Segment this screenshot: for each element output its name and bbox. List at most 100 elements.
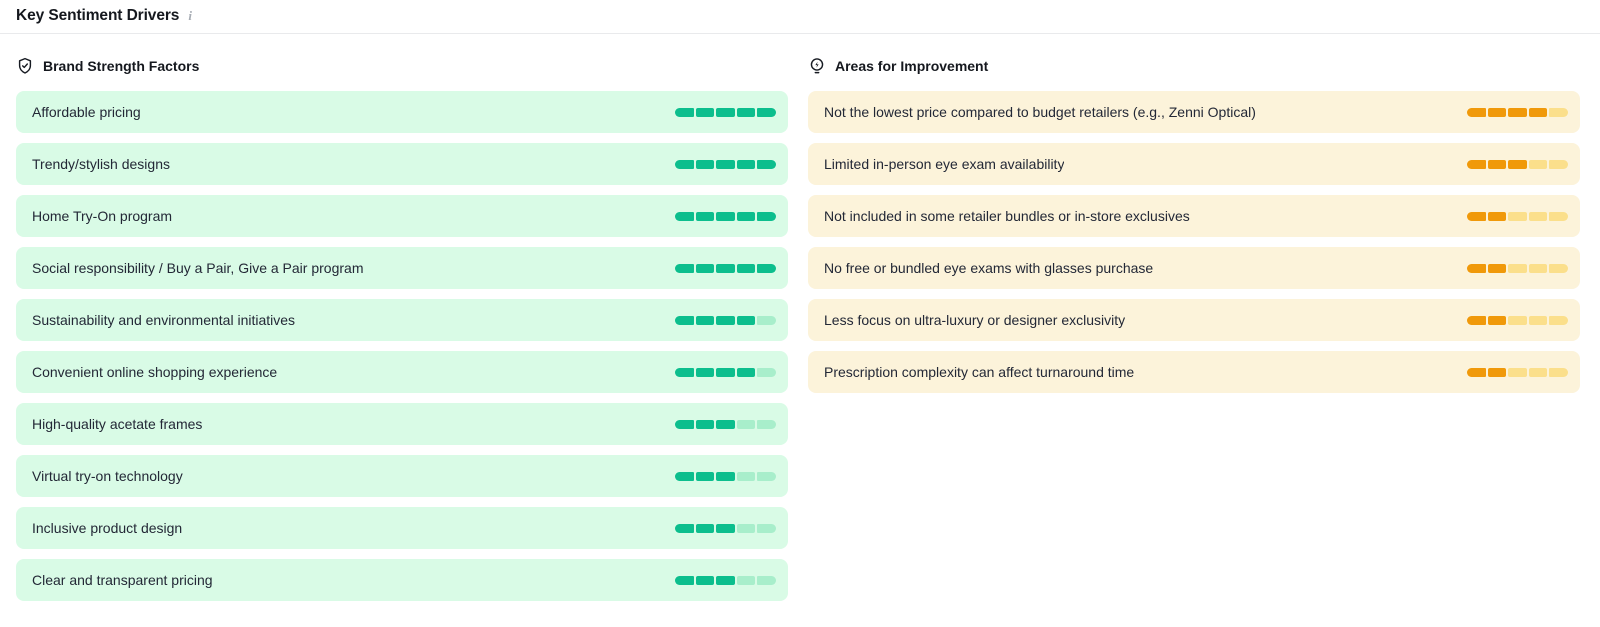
score-segment: [716, 159, 735, 169]
score-segment: [736, 419, 756, 429]
list-item: Inclusive product design: [16, 507, 788, 549]
score-segment: [757, 315, 776, 325]
item-label: Convenient online shopping experience: [32, 364, 278, 380]
score-segment: [695, 367, 715, 377]
score-segment: [736, 211, 756, 221]
score-segment: [736, 159, 756, 169]
score-segment: [675, 159, 694, 169]
brand-strength-column: Brand Strength Factors Affordable pricin…: [16, 56, 788, 611]
item-label: Home Try-On program: [32, 208, 173, 224]
score-bar: [675, 107, 776, 117]
item-label: Virtual try-on technology: [32, 468, 183, 484]
score-segment: [716, 263, 735, 273]
score-segment: [757, 211, 776, 221]
item-list: Not the lowest price compared to budget …: [808, 91, 1580, 393]
list-item: Affordable pricing: [16, 91, 788, 133]
score-segment: [695, 575, 715, 585]
shield-check-icon: [16, 57, 34, 75]
brand-strength-title: Brand Strength Factors: [43, 58, 200, 74]
score-segment: [716, 419, 735, 429]
list-item: Convenient online shopping experience: [16, 351, 788, 393]
score-segment: [1528, 211, 1548, 221]
score-segment: [1467, 211, 1486, 221]
score-segment: [716, 575, 735, 585]
score-bar: [675, 367, 776, 377]
score-bar: [1467, 211, 1568, 221]
score-bar: [1467, 107, 1568, 117]
score-segment: [736, 523, 756, 533]
score-segment: [716, 471, 735, 481]
score-segment: [695, 523, 715, 533]
score-segment: [757, 523, 776, 533]
score-segment: [757, 471, 776, 481]
score-segment: [675, 211, 694, 221]
score-segment: [695, 211, 715, 221]
score-segment: [1549, 263, 1568, 273]
score-bar: [675, 419, 776, 429]
score-segment: [675, 367, 694, 377]
item-label: Affordable pricing: [32, 104, 141, 120]
score-segment: [1549, 211, 1568, 221]
score-segment: [1528, 315, 1548, 325]
score-segment: [757, 263, 776, 273]
score-bar: [675, 159, 776, 169]
score-segment: [736, 575, 756, 585]
score-segment: [1508, 159, 1527, 169]
score-segment: [1508, 367, 1527, 377]
list-item: Not included in some retailer bundles or…: [808, 195, 1580, 237]
score-bar: [1467, 159, 1568, 169]
item-label: Prescription complexity can affect turna…: [824, 364, 1135, 380]
key-sentiment-drivers-panel: Brand Strength Factors Affordable pricin…: [0, 34, 1600, 611]
areas-improvement-column: Areas for Improvement Not the lowest pri…: [808, 56, 1580, 611]
item-label: Inclusive product design: [32, 520, 183, 536]
score-bar: [1467, 263, 1568, 273]
score-bar: [1467, 315, 1568, 325]
score-segment: [695, 107, 715, 117]
item-label: Less focus on ultra-luxury or designer e…: [824, 312, 1126, 328]
score-segment: [1528, 263, 1548, 273]
areas-improvement-title: Areas for Improvement: [835, 58, 989, 74]
info-icon[interactable]: i: [188, 7, 192, 23]
item-label: Not included in some retailer bundles or…: [824, 208, 1190, 224]
list-item: Not the lowest price compared to budget …: [808, 91, 1580, 133]
score-segment: [695, 263, 715, 273]
score-segment: [736, 367, 756, 377]
score-segment: [1549, 367, 1568, 377]
score-segment: [675, 523, 694, 533]
score-segment: [716, 315, 735, 325]
score-segment: [736, 263, 756, 273]
score-bar: [675, 315, 776, 325]
score-segment: [1528, 159, 1548, 169]
list-item: Social responsibility / Buy a Pair, Give…: [16, 247, 788, 289]
item-label: High-quality acetate frames: [32, 416, 203, 432]
item-label: No free or bundled eye exams with glasse…: [824, 260, 1154, 276]
brand-strength-header: Brand Strength Factors: [16, 56, 788, 76]
score-bar: [675, 471, 776, 481]
score-bar: [1467, 367, 1568, 377]
score-bar: [675, 523, 776, 533]
item-label: Not the lowest price compared to budget …: [824, 104, 1256, 120]
list-item: Limited in-person eye exam availability: [808, 143, 1580, 185]
score-segment: [1487, 159, 1507, 169]
score-segment: [1508, 107, 1527, 117]
list-item: High-quality acetate frames: [16, 403, 788, 445]
score-segment: [675, 471, 694, 481]
score-bar: [675, 575, 776, 585]
panel-header: Key Sentiment Drivers i: [0, 0, 1600, 34]
score-segment: [1508, 315, 1527, 325]
item-label: Sustainability and environmental initiat…: [32, 312, 296, 328]
score-segment: [1528, 107, 1548, 117]
score-segment: [716, 523, 735, 533]
list-item: Virtual try-on technology: [16, 455, 788, 497]
score-segment: [736, 107, 756, 117]
score-segment: [1549, 107, 1568, 117]
score-segment: [1549, 315, 1568, 325]
score-segment: [1487, 107, 1507, 117]
list-item: Trendy/stylish designs: [16, 143, 788, 185]
item-label: Limited in-person eye exam availability: [824, 156, 1065, 172]
score-segment: [757, 419, 776, 429]
list-item: Clear and transparent pricing: [16, 559, 788, 601]
score-segment: [695, 315, 715, 325]
list-item: Sustainability and environmental initiat…: [16, 299, 788, 341]
areas-improvement-header: Areas for Improvement: [808, 56, 1580, 76]
